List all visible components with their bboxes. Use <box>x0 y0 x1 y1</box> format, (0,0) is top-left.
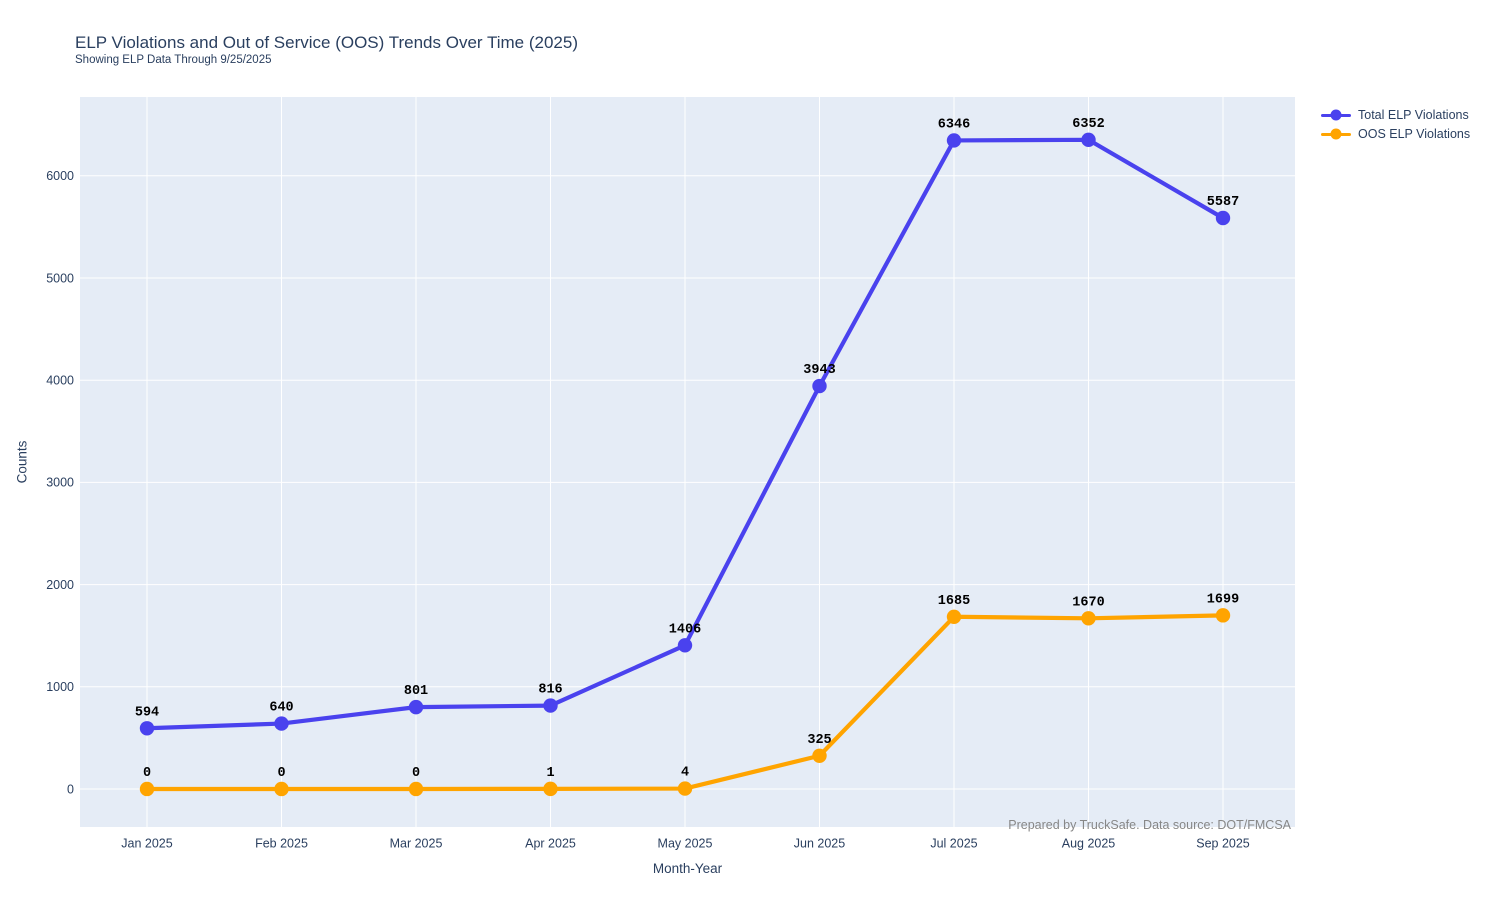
chart-subtitle: Showing ELP Data Through 9/25/2025 <box>75 54 272 66</box>
data-point-marker[interactable] <box>274 716 289 731</box>
data-point-marker[interactable] <box>946 609 962 624</box>
y-axis-title: Counts <box>14 440 30 484</box>
source-annotation: Prepared by TruckSafe. Data source: DOT/… <box>1008 818 1291 832</box>
data-point-label: 1406 <box>669 622 701 637</box>
data-point-marker[interactable] <box>139 721 155 736</box>
data-point-marker[interactable] <box>812 748 827 763</box>
data-point-label: 640 <box>269 701 293 716</box>
data-point-label: 816 <box>538 683 562 698</box>
x-tick-label: Aug 2025 <box>1062 837 1116 851</box>
data-point-label: 325 <box>807 733 831 748</box>
y-tick-label: 2000 <box>46 578 74 592</box>
data-point-label: 6346 <box>938 117 970 132</box>
chart-legend: Total ELP Violations OOS ELP Violations <box>1321 106 1470 143</box>
data-point-marker[interactable] <box>677 638 693 653</box>
plot-area[interactable] <box>80 97 1295 827</box>
data-point-label: 1 <box>546 766 554 781</box>
data-point-label: 0 <box>412 766 420 781</box>
data-point-label: 0 <box>277 766 285 781</box>
data-point-marker[interactable] <box>1081 611 1096 626</box>
x-tick-label: Jun 2025 <box>794 837 845 851</box>
data-point-label: 594 <box>135 705 159 720</box>
data-point-marker[interactable] <box>1215 210 1231 226</box>
data-point-marker[interactable] <box>543 698 558 713</box>
y-tick-label: 4000 <box>46 373 74 387</box>
data-point-label: 0 <box>143 766 151 781</box>
x-tick-label: Mar 2025 <box>390 837 443 851</box>
chart-title: ELP Violations and Out of Service (OOS) … <box>75 33 578 52</box>
x-axis-title: Month-Year <box>652 861 723 876</box>
y-tick-label: 1000 <box>46 680 74 694</box>
data-point-marker[interactable] <box>1081 132 1096 148</box>
data-point-marker[interactable] <box>408 781 424 797</box>
data-point-marker[interactable] <box>139 781 155 797</box>
x-tick-label: Jul 2025 <box>930 837 977 851</box>
data-point-marker[interactable] <box>946 133 962 148</box>
x-tick-label: Sep 2025 <box>1196 837 1250 851</box>
data-point-label: 1685 <box>938 594 970 609</box>
legend-line-marker-icon <box>1321 109 1351 122</box>
y-tick-label: 5000 <box>46 271 74 285</box>
legend-label: Total ELP Violations <box>1358 108 1469 122</box>
data-point-marker[interactable] <box>408 699 424 715</box>
y-tick-label: 0 <box>67 782 74 796</box>
data-point-marker[interactable] <box>1215 608 1231 623</box>
data-point-label: 4 <box>681 766 689 781</box>
legend-label: OOS ELP Violations <box>1358 127 1471 141</box>
x-tick-label: Feb 2025 <box>255 837 308 851</box>
data-point-marker[interactable] <box>274 781 289 797</box>
x-tick-label: Apr 2025 <box>525 837 576 851</box>
data-point-label: 3943 <box>803 363 835 378</box>
x-tick-label: Jan 2025 <box>121 837 172 851</box>
y-tick-label: 3000 <box>46 476 74 490</box>
legend-line-marker-icon <box>1321 128 1351 141</box>
legend-item-oos-elp-violations[interactable]: OOS ELP Violations <box>1321 125 1470 143</box>
legend-item-total-elp-violations[interactable]: Total ELP Violations <box>1321 106 1470 124</box>
data-point-marker[interactable] <box>812 378 827 394</box>
data-point-label: 1699 <box>1207 592 1239 607</box>
data-point-label: 1670 <box>1072 595 1104 610</box>
data-point-label: 801 <box>404 684 428 699</box>
data-point-marker[interactable] <box>543 781 558 797</box>
x-tick-label: May 2025 <box>658 837 713 851</box>
y-tick-label: 6000 <box>46 169 74 183</box>
data-point-label: 5587 <box>1207 195 1239 210</box>
data-point-marker[interactable] <box>677 781 693 796</box>
data-point-label: 6352 <box>1072 117 1104 132</box>
